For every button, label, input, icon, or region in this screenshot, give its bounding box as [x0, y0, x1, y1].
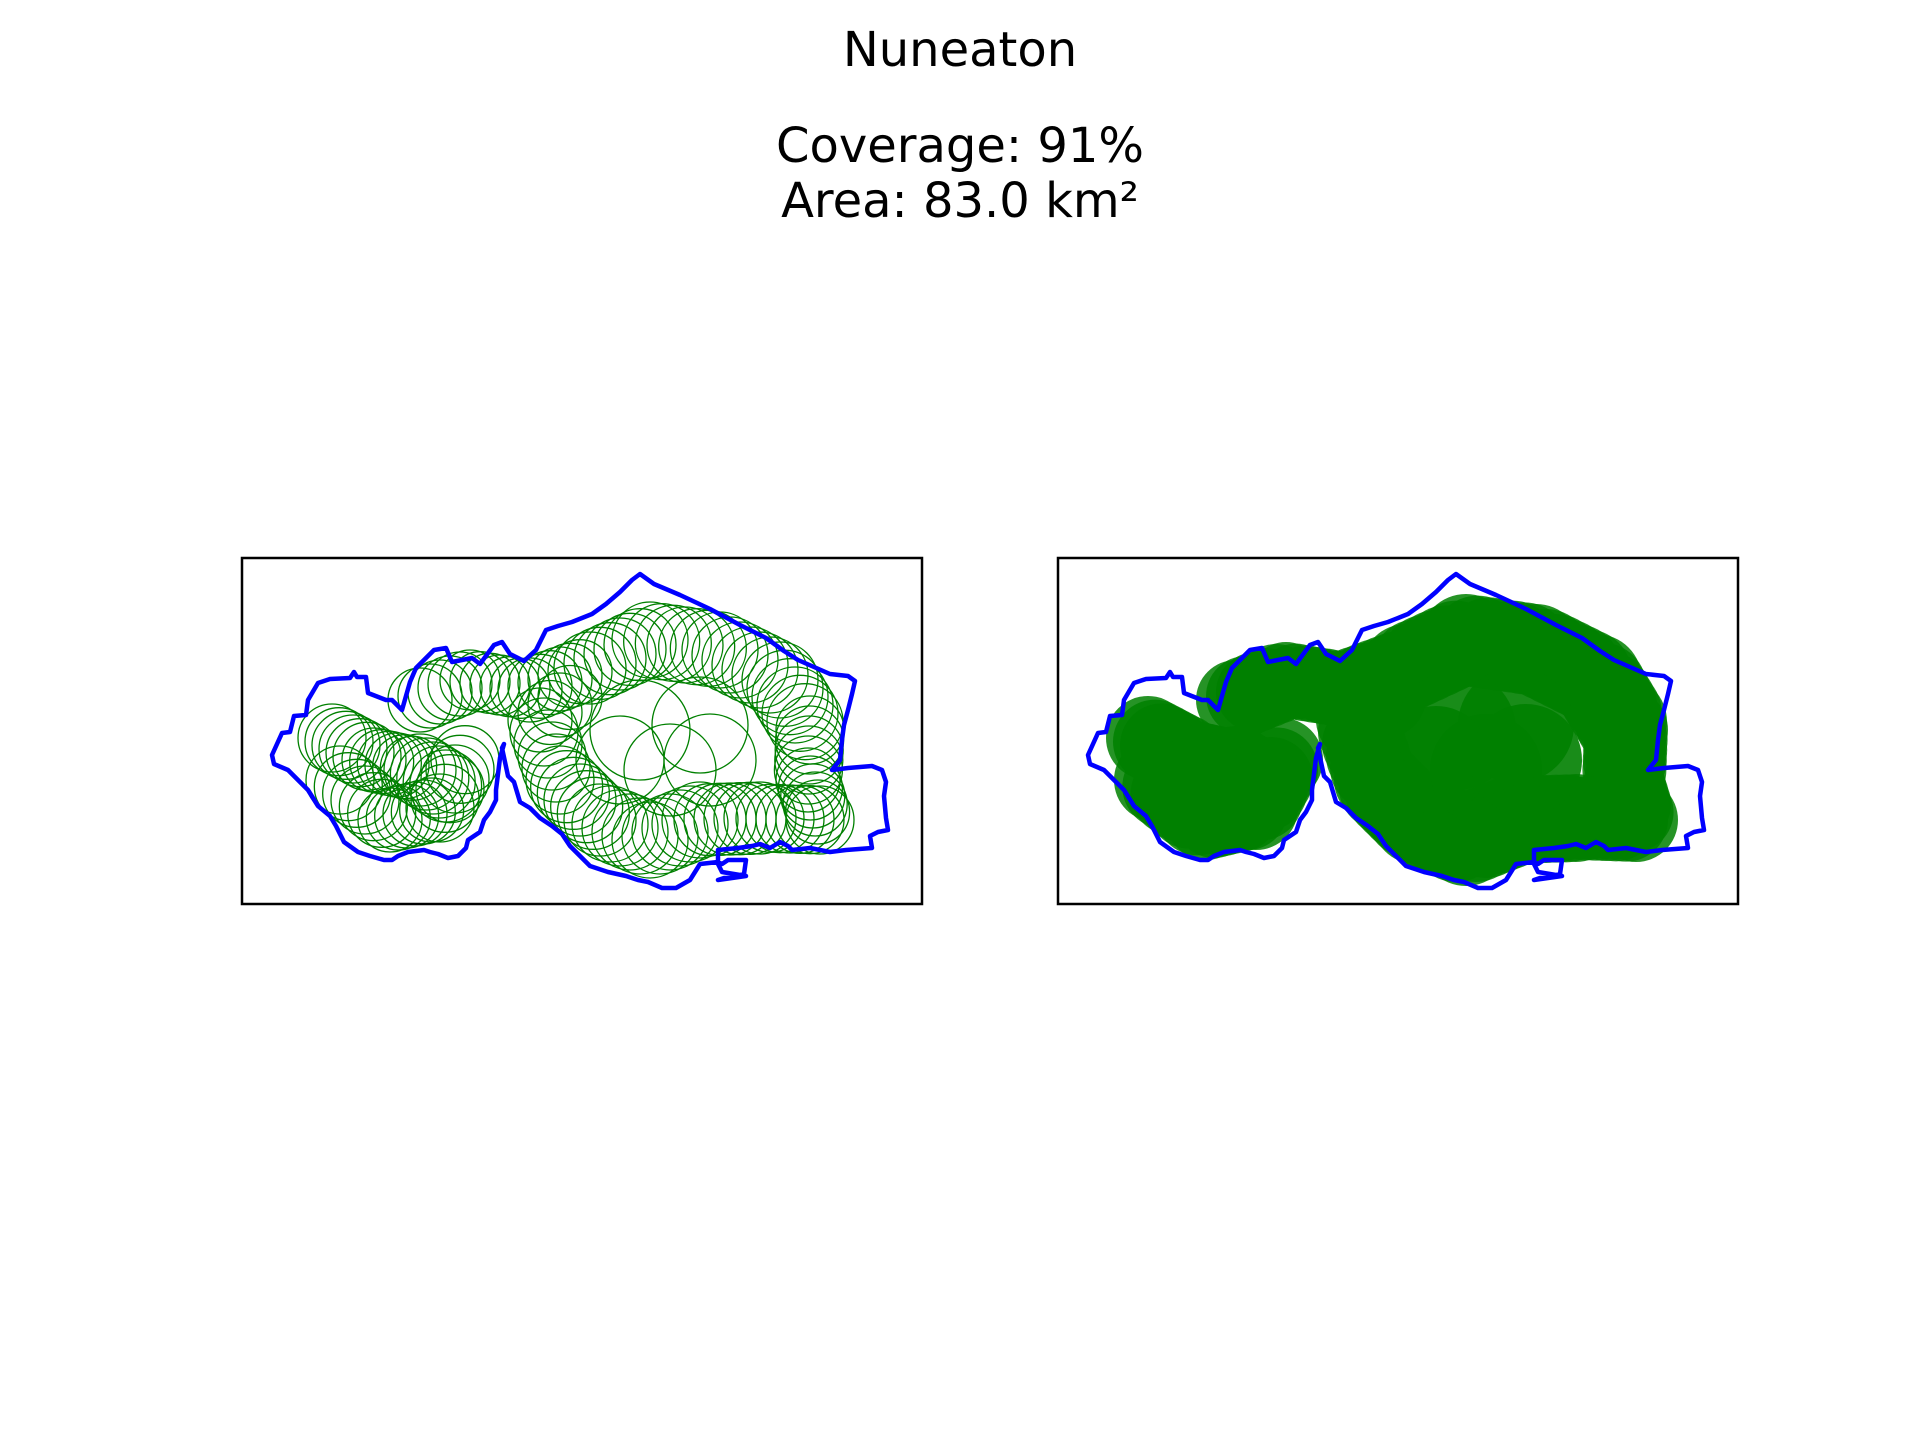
- left-map-panel: [240, 556, 924, 906]
- coverage-circle-outline: [513, 709, 583, 779]
- coverage-circle-outline: [396, 741, 470, 815]
- coverage-circle-outline: [530, 750, 604, 824]
- coverage-circle-outline: [410, 763, 480, 833]
- right-boundary-line: [1085, 571, 1707, 891]
- coverage-circle-filled: [1382, 706, 1490, 814]
- coverage-circle-outline: [651, 785, 729, 863]
- coverage-label: Coverage: 91%: [775, 118, 1145, 174]
- coverage-circle-outline: [405, 773, 475, 843]
- coverage-circle-outline: [663, 713, 757, 807]
- coverage-circle-outline: [631, 793, 709, 871]
- coverage-circle-outline: [651, 676, 749, 774]
- coverage-circle-outline: [420, 744, 490, 814]
- coverage-circle-outline: [641, 789, 719, 867]
- coverage-circle-outline: [721, 631, 799, 709]
- coverage-circle-outline: [330, 765, 400, 835]
- coverage-circle-outline: [571, 785, 649, 863]
- coverage-circle-outline: [563, 783, 637, 857]
- coverage-circle-outline: [553, 631, 627, 705]
- right-coverage-circles: [1106, 594, 1678, 886]
- coverage-circle-outline: [521, 733, 591, 803]
- coverage-circle-outline: [673, 783, 747, 857]
- coverage-circle-outline: [774, 725, 844, 795]
- coverage-circle-outline: [347, 778, 417, 848]
- coverage-circle-outline: [390, 779, 456, 845]
- coverage-circle-outline: [751, 658, 829, 736]
- coverage-circle-outline: [701, 621, 779, 699]
- coverage-circle-outline: [661, 781, 739, 859]
- coverage-circle-outline: [589, 679, 691, 781]
- left-panel-frame: [240, 556, 924, 906]
- coverage-circle-outline: [573, 622, 647, 696]
- coverage-circle-outline: [581, 789, 659, 867]
- coverage-circle-outline: [536, 756, 610, 830]
- coverage-circle-outline: [593, 612, 667, 686]
- coverage-circle-outline: [623, 723, 717, 817]
- figure-title: Nuneaton: [842, 22, 1078, 78]
- coverage-circle-outline: [711, 626, 789, 704]
- coverage-circle-outline: [399, 777, 465, 843]
- coverage-circle-filled: [1239, 717, 1323, 802]
- coverage-circle-outline: [527, 672, 593, 738]
- coverage-circle-filled: [1470, 704, 1582, 816]
- coverage-circle-outline: [517, 721, 587, 791]
- left-boundary-line: [269, 571, 891, 891]
- coverage-circle-outline: [611, 801, 689, 879]
- coverage-circle-outline: [761, 674, 839, 752]
- right-map-panel: [1056, 556, 1740, 906]
- coverage-circle-outline: [601, 797, 679, 875]
- coverage-circle-outline: [603, 608, 677, 682]
- coverage-circle-outline: [397, 663, 463, 729]
- coverage-circle-outline: [389, 737, 464, 811]
- right-panel-frame: [1056, 556, 1740, 906]
- coverage-circle-outline: [425, 734, 495, 804]
- coverage-circle-outline: [517, 679, 583, 746]
- coverage-circle-outline: [550, 770, 624, 844]
- coverage-circle-outline: [415, 754, 485, 824]
- area-label: Area: 83.0 km²: [781, 173, 1139, 229]
- left-coverage-circles: [297, 601, 855, 879]
- coverage-circle-outline: [723, 781, 797, 855]
- coverage-circle-outline: [525, 745, 595, 815]
- coverage-circle-outline: [338, 772, 408, 842]
- coverage-circle-outline: [703, 782, 777, 856]
- coverage-circle-outline: [583, 617, 657, 691]
- coverage-circle-outline: [731, 636, 809, 714]
